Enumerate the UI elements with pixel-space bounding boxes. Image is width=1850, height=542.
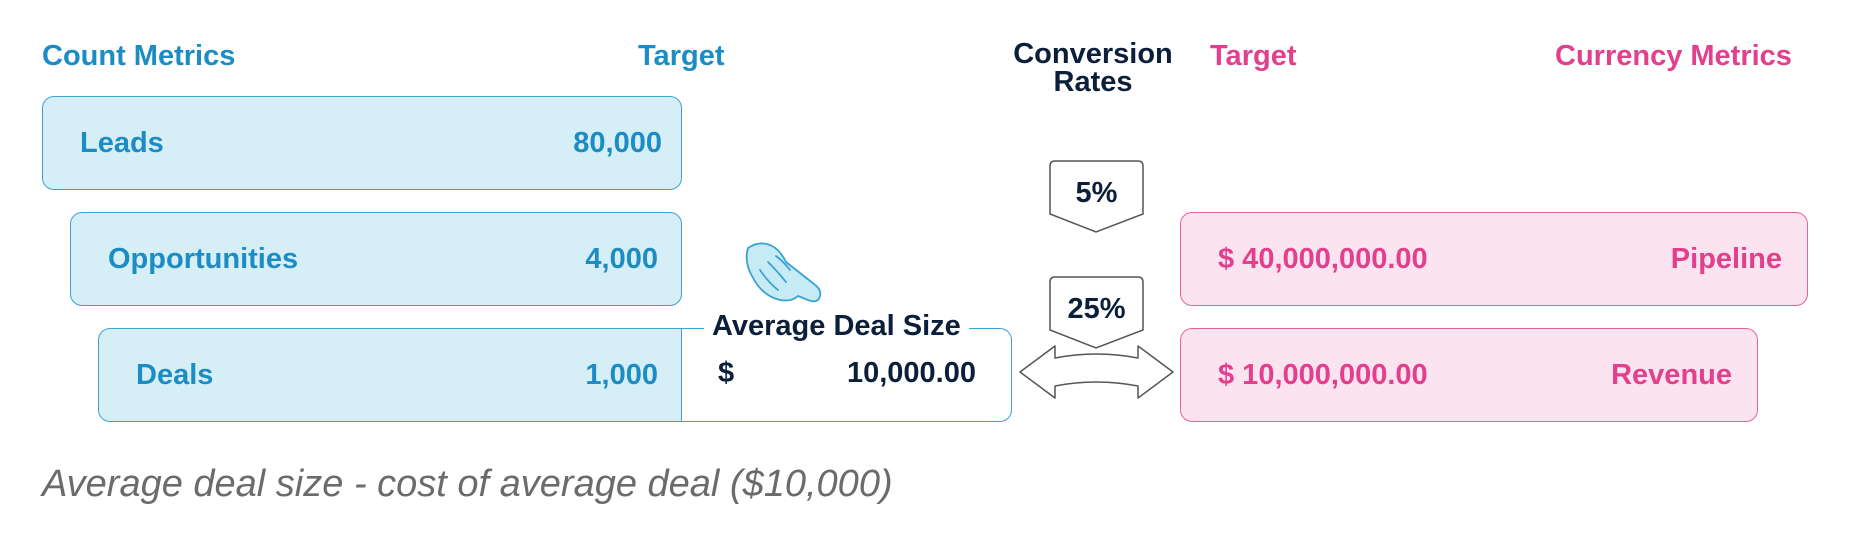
target-right-header: Target — [1210, 40, 1297, 72]
deals-label: Deals — [136, 359, 214, 391]
average-deal-size-value: 10,000.00 — [846, 357, 976, 389]
opportunities-label: Opportunities — [108, 243, 299, 275]
leads-value: 80,000 — [573, 127, 662, 159]
conversion-chevron-5 — [1049, 160, 1144, 233]
pipeline-box — [1180, 212, 1808, 306]
pipeline-value: $ 40,000,000.00 — [1218, 243, 1428, 275]
opportunities-box — [70, 212, 682, 306]
conversion-rate-5: 5% — [1075, 177, 1118, 209]
leads-box — [42, 96, 682, 190]
conversion-rate-25: 25% — [1067, 293, 1126, 325]
conversion-chevron-25 — [1049, 276, 1144, 349]
target-left-header: Target — [638, 40, 725, 72]
revenue-value: $ 10,000,000.00 — [1218, 359, 1428, 391]
pointing-hand-icon — [745, 242, 822, 303]
deals-value: 1,000 — [585, 359, 658, 391]
revenue-label: Revenue — [1611, 359, 1732, 391]
average-deal-size-currency: $ — [718, 357, 735, 389]
conversion-rates-header: Conversion Rates — [1013, 38, 1173, 98]
count-metrics-header: Count Metrics — [42, 40, 236, 72]
average-deal-size-title: Average Deal Size — [704, 309, 969, 343]
double-arrow-icon — [1019, 345, 1174, 399]
pipeline-label: Pipeline — [1670, 243, 1782, 275]
revenue-box — [1180, 328, 1758, 422]
opportunities-value: 4,000 — [585, 243, 658, 275]
currency-metrics-header: Currency Metrics — [1555, 40, 1792, 72]
caption-text: Average deal size - cost of average deal… — [42, 463, 893, 505]
leads-label: Leads — [80, 127, 164, 159]
deals-box — [98, 328, 682, 422]
